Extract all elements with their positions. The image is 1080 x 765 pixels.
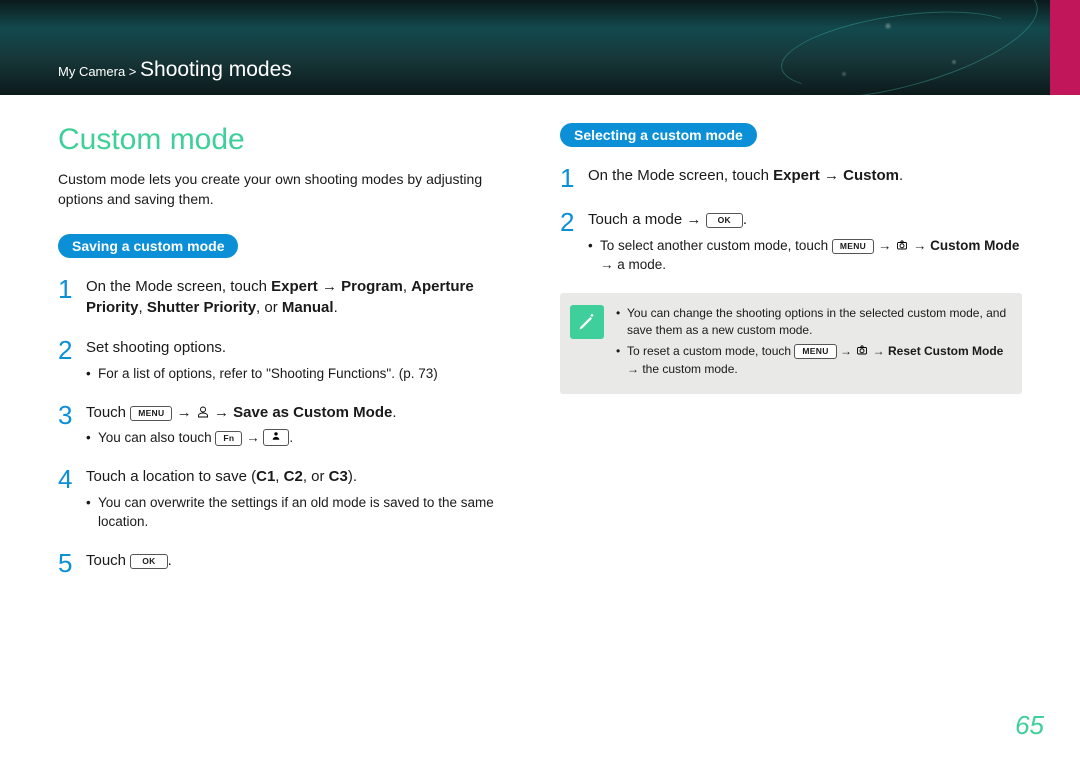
saving-steps: 1 On the Mode screen, touch Expert → Pro… <box>58 276 520 576</box>
note-item: You can change the shooting options in t… <box>616 305 1008 340</box>
selecting-step-1: 1 On the Mode screen, touch Expert → Cus… <box>560 165 1022 191</box>
step-number: 5 <box>58 550 72 576</box>
step-number: 2 <box>58 337 72 384</box>
note-item: To reset a custom mode, touch MENU → → R… <box>616 343 1008 378</box>
header-accent-bar <box>1050 0 1080 95</box>
saving-step-4: 4 Touch a location to save (C1, C2, or C… <box>58 466 520 532</box>
person-button-icon <box>263 429 289 446</box>
intro-text: Custom mode lets you create your own sho… <box>58 169 520 210</box>
page-number: 65 <box>1015 710 1044 741</box>
step-body: Touch a location to save (C1, C2, or C3)… <box>86 466 520 532</box>
camera-icon <box>895 238 909 250</box>
step-body: On the Mode screen, touch Expert → Custo… <box>588 165 1022 191</box>
step-number: 4 <box>58 466 72 532</box>
ok-button-icon: OK <box>706 213 743 228</box>
page-header: My Camera > Shooting modes <box>0 0 1080 95</box>
step-body: Touch a mode → OK. To select another cus… <box>588 209 1022 275</box>
sub-item: For a list of options, refer to "Shootin… <box>86 365 520 384</box>
note-icon <box>570 305 604 339</box>
sub-item: You can overwrite the settings if an old… <box>86 494 520 532</box>
selecting-steps: 1 On the Mode screen, touch Expert → Cus… <box>560 165 1022 275</box>
step-body: Touch OK. <box>86 550 520 576</box>
user-icon <box>196 403 210 415</box>
saving-step-2: 2 Set shooting options. For a list of op… <box>58 337 520 384</box>
step-number: 1 <box>58 276 72 320</box>
header-decor <box>800 0 1020 95</box>
saving-step-1: 1 On the Mode screen, touch Expert → Pro… <box>58 276 520 320</box>
selecting-step-2: 2 Touch a mode → OK. To select another c… <box>560 209 1022 275</box>
breadcrumb-section: Shooting modes <box>140 58 292 81</box>
page-title: Custom mode <box>58 123 520 157</box>
right-column: Selecting a custom mode 1 On the Mode sc… <box>560 123 1022 594</box>
breadcrumb-prefix: My Camera > <box>58 64 136 79</box>
menu-button-icon: MENU <box>130 406 172 421</box>
fn-button-icon: Fn <box>215 431 242 446</box>
sub-item: To select another custom mode, touch MEN… <box>588 237 1022 275</box>
menu-button-icon: MENU <box>832 239 874 254</box>
step-body: Touch MENU → → Save as Custom Mode. You … <box>86 402 520 449</box>
step-body: Set shooting options. For a list of opti… <box>86 337 520 384</box>
step-number: 3 <box>58 402 72 449</box>
selecting-heading: Selecting a custom mode <box>560 123 757 147</box>
step-number: 2 <box>560 209 574 275</box>
camera-icon <box>855 344 869 356</box>
step-number: 1 <box>560 165 574 191</box>
note-list: You can change the shooting options in t… <box>616 305 1008 383</box>
menu-button-icon: MENU <box>794 344 836 359</box>
step-body: On the Mode screen, touch Expert → Progr… <box>86 276 520 320</box>
saving-heading: Saving a custom mode <box>58 234 238 258</box>
note-box: You can change the shooting options in t… <box>560 293 1022 395</box>
ok-button-icon: OK <box>130 554 167 569</box>
breadcrumb: My Camera > Shooting modes <box>58 58 292 82</box>
content: Custom mode Custom mode lets you create … <box>0 95 1080 594</box>
saving-step-5: 5 Touch OK. <box>58 550 520 576</box>
saving-step-3: 3 Touch MENU → → Save as Custom Mode. Yo… <box>58 402 520 449</box>
sub-item: You can also touch Fn → . <box>86 429 520 448</box>
left-column: Custom mode Custom mode lets you create … <box>58 123 520 594</box>
